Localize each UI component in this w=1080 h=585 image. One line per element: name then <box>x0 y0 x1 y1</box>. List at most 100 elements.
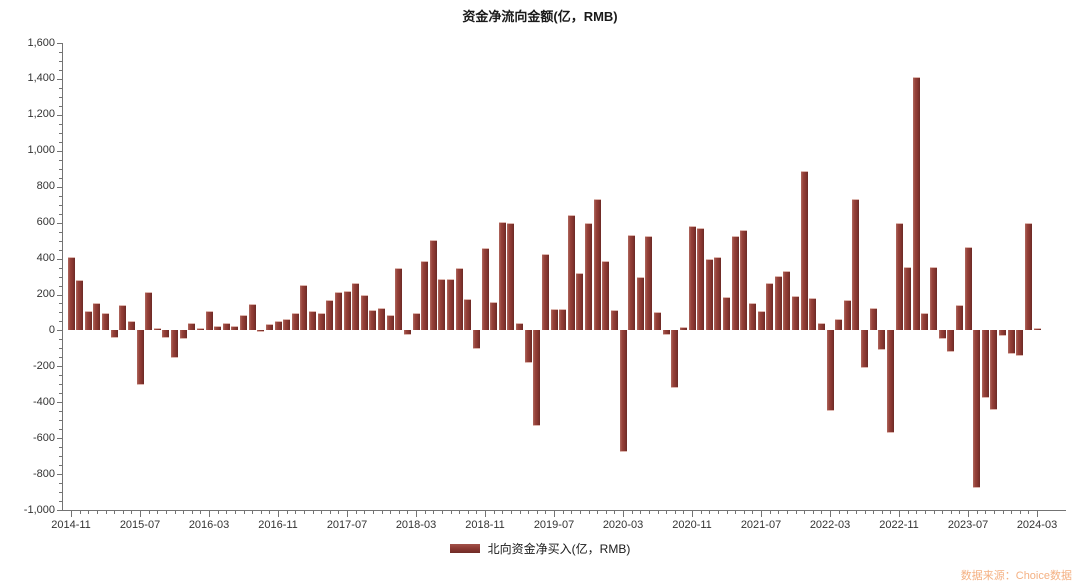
bar <box>576 272 584 331</box>
x-minor-tick <box>174 511 176 514</box>
x-minor-tick <box>838 511 840 514</box>
bar <box>378 307 385 331</box>
bar <box>214 325 222 331</box>
x-minor-tick <box>683 511 685 514</box>
y-minor-tick <box>59 285 62 287</box>
y-minor-tick <box>59 483 62 485</box>
y-minor-tick <box>59 132 62 134</box>
x-minor-tick <box>122 511 124 514</box>
x-minor-tick <box>769 511 771 514</box>
x-minor-tick <box>855 511 857 514</box>
bar <box>516 323 523 331</box>
y-major-tick <box>57 474 62 476</box>
legend: 北向资金净买入(亿，RMB) <box>0 540 1080 556</box>
bar <box>990 330 998 411</box>
x-major-tick <box>761 511 762 517</box>
x-major-tick <box>1037 511 1038 517</box>
y-minor-tick <box>59 492 62 493</box>
x-axis-label: 2022-11 <box>879 519 919 531</box>
x-minor-tick <box>338 511 340 514</box>
x-axis-label: 2016-11 <box>258 519 298 531</box>
bar <box>188 323 196 331</box>
bar <box>291 313 299 331</box>
y-minor-tick <box>59 429 62 431</box>
x-axis-label: 2022-03 <box>809 519 851 531</box>
x-axis-label: 2018-03 <box>395 519 437 531</box>
y-minor-tick <box>59 96 62 98</box>
x-major-tick <box>623 511 624 517</box>
y-minor-tick <box>59 177 62 179</box>
bar <box>421 261 429 331</box>
y-axis-label: 800 <box>36 180 55 193</box>
x-minor-tick <box>700 511 702 514</box>
x-minor-tick <box>88 511 90 514</box>
y-minor-tick <box>59 123 62 125</box>
y-axis-label: 0 <box>48 323 55 336</box>
bar <box>671 330 679 388</box>
bar <box>524 330 532 363</box>
bar <box>283 318 291 331</box>
bar <box>930 266 937 331</box>
x-axis-line <box>62 510 1066 511</box>
bar <box>447 279 454 331</box>
legend-swatch <box>449 543 480 553</box>
x-minor-tick <box>450 511 452 514</box>
bar <box>309 310 316 331</box>
y-axis-label: -400 <box>32 395 55 408</box>
bar <box>593 199 601 331</box>
bar <box>800 170 808 331</box>
x-minor-tick <box>1028 511 1030 514</box>
y-major-tick <box>57 330 62 332</box>
bar <box>231 325 239 331</box>
x-minor-tick <box>114 511 116 514</box>
bar <box>662 330 670 335</box>
x-minor-tick <box>778 511 780 514</box>
x-minor-tick <box>605 511 607 514</box>
x-minor-tick <box>993 511 995 514</box>
y-minor-tick <box>59 411 62 413</box>
bar <box>809 298 817 331</box>
x-minor-tick <box>105 511 107 514</box>
bar <box>533 330 541 427</box>
bar <box>999 330 1006 336</box>
x-minor-tick <box>1011 511 1013 514</box>
x-minor-tick <box>657 511 659 514</box>
bar <box>541 254 549 331</box>
bar <box>835 318 843 331</box>
bar <box>757 310 765 331</box>
x-axis-label: 2017-07 <box>326 519 368 531</box>
x-minor-tick <box>976 511 978 514</box>
bar <box>403 330 411 335</box>
bar <box>369 309 377 331</box>
y-minor-tick <box>59 168 62 170</box>
y-minor-tick <box>59 52 62 53</box>
x-minor-tick <box>510 511 512 514</box>
y-major-tick <box>57 510 62 511</box>
bar <box>964 246 972 331</box>
y-major-tick <box>57 294 62 296</box>
bar <box>343 290 351 331</box>
x-minor-tick <box>131 511 133 514</box>
bar <box>602 261 610 331</box>
x-minor-tick <box>536 511 538 514</box>
bar <box>196 327 204 331</box>
legend-label: 北向资金净买入(亿，RMB) <box>487 541 631 556</box>
x-axis-label: 2018-11 <box>465 519 505 531</box>
y-minor-tick <box>59 501 62 502</box>
x-minor-tick <box>355 511 357 514</box>
bar <box>240 315 247 331</box>
x-minor-tick <box>303 511 305 514</box>
x-axis-label: 2024-03 <box>1016 519 1058 531</box>
bar <box>257 330 265 333</box>
bar <box>955 305 963 331</box>
y-minor-tick <box>59 240 62 242</box>
bar <box>731 236 739 331</box>
bar <box>102 313 109 331</box>
x-major-tick <box>347 511 348 517</box>
bar <box>766 282 774 331</box>
x-axis-label: 2020-03 <box>602 519 644 531</box>
x-major-tick <box>899 511 900 517</box>
x-minor-tick <box>950 511 952 514</box>
bar <box>300 284 308 331</box>
bar <box>705 258 713 331</box>
